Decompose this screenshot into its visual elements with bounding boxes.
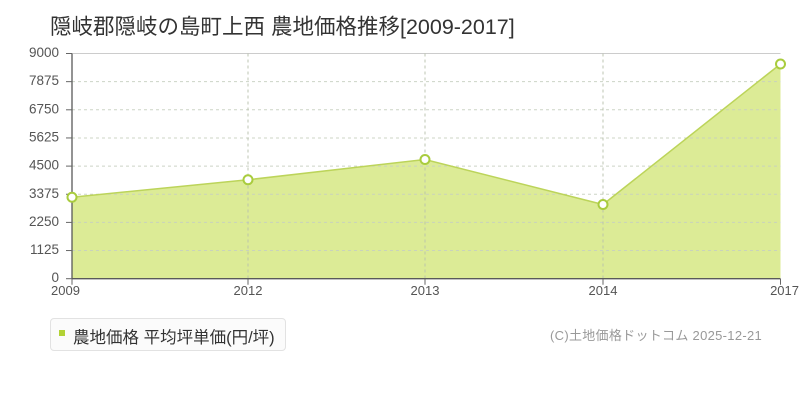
svg-text:3375: 3375 [29,186,59,201]
svg-text:2017: 2017 [770,283,799,298]
svg-text:2012: 2012 [234,283,263,298]
svg-text:2013: 2013 [411,283,440,298]
svg-text:1125: 1125 [30,242,59,257]
svg-text:5625: 5625 [29,129,59,144]
svg-text:7875: 7875 [29,73,59,88]
svg-text:2014: 2014 [589,283,618,298]
svg-text:4500: 4500 [29,158,59,173]
svg-text:2250: 2250 [29,214,59,229]
svg-text:2009: 2009 [51,283,80,298]
svg-text:9000: 9000 [29,45,59,60]
svg-text:6750: 6750 [29,101,59,116]
